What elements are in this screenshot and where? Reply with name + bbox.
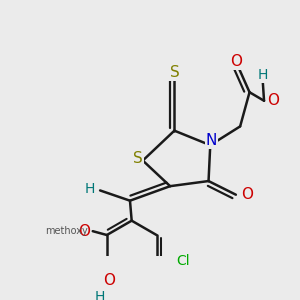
Text: O: O bbox=[230, 54, 242, 69]
Text: H: H bbox=[257, 68, 268, 82]
Text: O: O bbox=[103, 273, 115, 288]
Text: N: N bbox=[206, 133, 217, 148]
Text: Cl: Cl bbox=[176, 254, 190, 268]
Text: H: H bbox=[95, 290, 105, 300]
Text: S: S bbox=[133, 151, 143, 166]
Text: O: O bbox=[241, 187, 253, 202]
Text: H: H bbox=[85, 182, 95, 196]
Text: S: S bbox=[169, 65, 179, 80]
Text: methoxy: methoxy bbox=[45, 226, 88, 236]
Text: O: O bbox=[78, 224, 90, 239]
Text: O: O bbox=[267, 93, 279, 108]
